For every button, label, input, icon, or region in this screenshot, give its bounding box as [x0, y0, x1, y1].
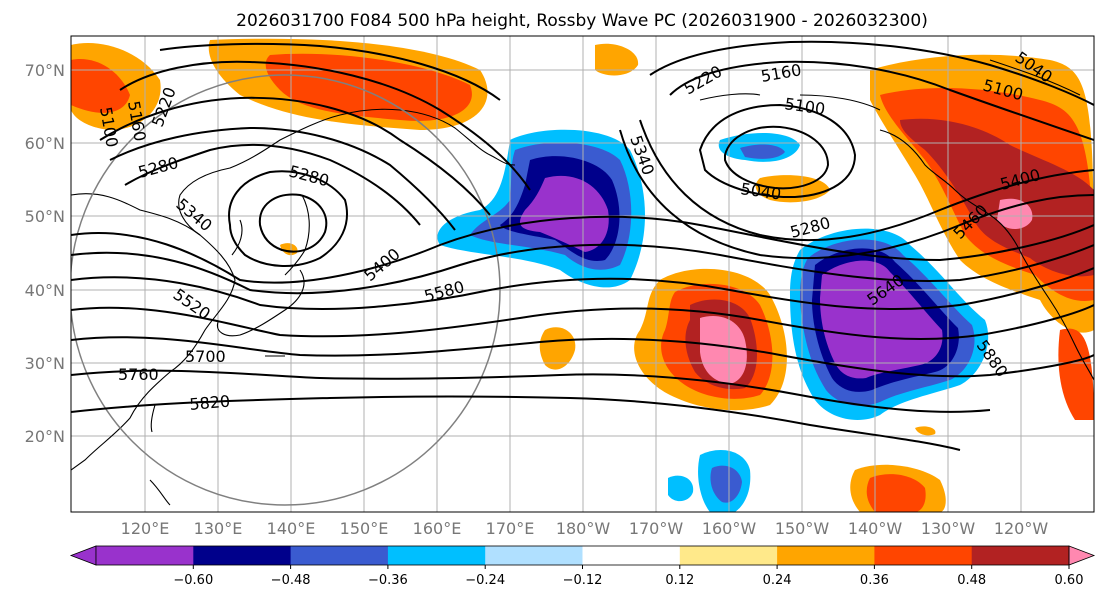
lat-label: 70°N: [25, 61, 65, 80]
colorbar-tick-label: −0.24: [465, 573, 505, 588]
lon-label: 140°E: [267, 519, 316, 538]
lon-label: 170°W: [629, 519, 684, 538]
lon-label: 170°E: [486, 519, 535, 538]
colorbar-tick-label: −0.36: [368, 573, 408, 588]
contour-label: 5760: [118, 365, 159, 384]
lon-label: 120°E: [121, 519, 170, 538]
lon-label: 180°W: [556, 519, 611, 538]
colorbar-tick-label: −0.12: [563, 573, 603, 588]
colorbar-tick-label: 0.36: [860, 573, 889, 588]
lat-label: 20°N: [25, 427, 65, 446]
map-frame: [70, 35, 1095, 513]
lon-label: 150°W: [775, 519, 830, 538]
lon-label: 130°W: [921, 519, 976, 538]
colorbar-segment: [485, 546, 583, 565]
colorbar-extend-high: [1068, 545, 1096, 566]
lat-label: 50°N: [25, 207, 65, 226]
colorbar: −0.60 −0.48 −0.36 −0.24 −0.12 0.12 0.24 0.36 0.4…: [69, 545, 1096, 588]
colorbar-tick-label: 0.60: [1055, 573, 1084, 588]
colorbar-tick-label: −0.48: [271, 573, 311, 588]
colorbar-tick-label: −0.60: [173, 573, 213, 588]
lat-label: 60°N: [25, 134, 65, 153]
colorbar-segment: [96, 546, 194, 565]
colorbar-segment: [582, 546, 681, 565]
colorbar-tick-label: 0.12: [665, 573, 694, 588]
coastlines: [71, 59, 1094, 506]
latitude-labels: 70°N 60°N 50°N 40°N 30°N 20°N: [25, 61, 65, 446]
map-panel: 5100 5160 5220 5280 5340 5280 5400 5520 …: [70, 35, 1095, 513]
lon-label: 120°W: [994, 519, 1049, 538]
lat-label: 40°N: [25, 281, 65, 300]
lon-label: 140°W: [848, 519, 903, 538]
colorbar-segment: [971, 546, 1070, 565]
colorbar-segment: [193, 546, 292, 565]
lat-label: 30°N: [25, 354, 65, 373]
colorbar-extend-low: [69, 545, 97, 566]
colorbar-segment: [387, 546, 486, 565]
contour-label: 5820: [189, 392, 231, 414]
colorbar-segment: [777, 546, 875, 565]
figure-title: 2026031700 F084 500 hPa height, Rossby W…: [236, 11, 928, 31]
colorbar-segment: [874, 546, 973, 565]
colorbar-tick-label: 0.24: [763, 573, 792, 588]
colorbar-tick-label: 0.48: [957, 573, 986, 588]
contour-label: 5700: [185, 347, 226, 366]
colorbar-segment: [290, 546, 389, 565]
longitude-labels: 120°E 130°E 140°E 150°E 160°E 170°E 180°…: [121, 519, 1049, 538]
lon-label: 130°E: [194, 519, 243, 538]
height-contours: [71, 40, 1094, 451]
highlight-circle: [71, 74, 501, 506]
colorbar-segment: [679, 546, 778, 565]
lon-label: 160°E: [413, 519, 462, 538]
lon-label: 160°W: [702, 519, 757, 538]
lon-label: 150°E: [340, 519, 389, 538]
